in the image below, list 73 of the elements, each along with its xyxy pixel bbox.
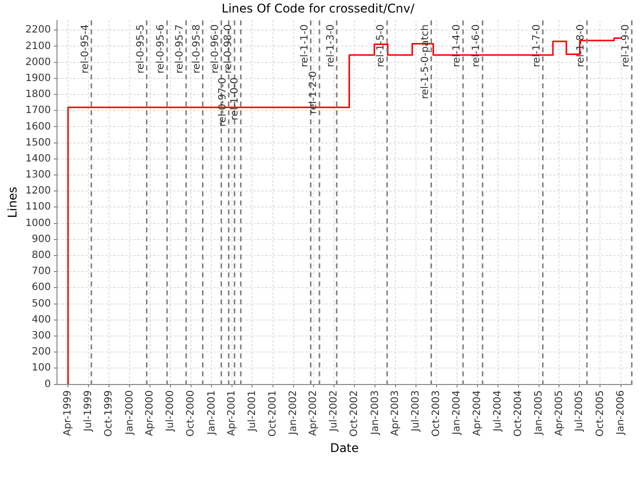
- y-tick-label: 2100: [25, 40, 51, 52]
- x-tick-label: Jul-1999: [83, 390, 94, 432]
- y-tick-label: 900: [32, 234, 51, 245]
- y-tick-label: 1300: [25, 170, 51, 181]
- x-tick-label: Oct-2005: [594, 390, 606, 437]
- ref-line-label: rel-1-6-0: [471, 24, 482, 68]
- y-tick-label: 1600: [25, 121, 51, 132]
- y-tick-label: 200: [32, 346, 51, 358]
- y-tick-label: 1800: [25, 89, 51, 100]
- x-tick-label: Jan-2005: [534, 390, 545, 436]
- y-tick-label: 1500: [25, 137, 51, 148]
- y-tick-label: 1400: [25, 153, 51, 164]
- ref-line-label: rel-1-9-0: [620, 24, 632, 68]
- y-tick-label: 500: [32, 298, 51, 310]
- ref-line-label: rel-1-5-0: [376, 24, 387, 68]
- x-tick-label: Jul-2004: [492, 390, 504, 432]
- y-tick-label: 700: [32, 266, 51, 278]
- ref-line-label: rel-0-95-4: [80, 24, 91, 74]
- y-tick-label: 1700: [25, 105, 51, 116]
- x-tick-label: Apr-2004: [472, 390, 483, 436]
- ref-line-label: rel-1-8-0: [576, 24, 587, 68]
- x-tick-label: Jan-2002: [288, 390, 300, 436]
- x-tick-label: Oct-2000: [186, 390, 197, 437]
- y-tick-label: 600: [32, 282, 51, 294]
- ref-line-label: rel-1-5-0-patch: [420, 24, 431, 99]
- x-tick-label: Jul-2002: [328, 390, 340, 432]
- y-tick-label: 1100: [25, 202, 51, 213]
- x-tick-label: Oct-2004: [513, 390, 524, 437]
- ref-line-label: rel-0-96-0: [210, 24, 221, 74]
- y-tick-label: 2000: [25, 56, 51, 68]
- x-tick-label: Oct-1999: [104, 390, 115, 437]
- y-tick-label: 300: [32, 330, 51, 342]
- ref-line-label: rel-1-7-0: [531, 24, 542, 68]
- x-tick-label: Oct-2002: [349, 390, 360, 437]
- y-tick-label: 1900: [25, 72, 51, 84]
- ref-line-label: rel-0-98-0: [223, 24, 234, 74]
- x-tick-label: Apr-2000: [144, 390, 156, 436]
- x-tick-label: Jul-2003: [410, 390, 422, 432]
- y-tick-label: 2200: [25, 24, 51, 36]
- x-tick-label: Jan-2001: [206, 390, 218, 436]
- x-tick-label: Apr-2001: [226, 390, 238, 436]
- chart-title: Lines Of Code for crossedit/Cnv/: [222, 1, 416, 16]
- x-tick-label: Jul-2005: [574, 390, 586, 432]
- y-tick-label: 800: [32, 250, 51, 262]
- ref-line-label: rel-1-3-0: [325, 24, 336, 68]
- x-tick-label: Jul-2001: [246, 390, 258, 432]
- x-tick-label: Apr-1999: [62, 390, 74, 436]
- ref-line-label: rel-1-4-0: [452, 24, 463, 68]
- ref-line-label: rel-0-95-5: [135, 24, 146, 74]
- y-axis-title: Lines: [5, 186, 20, 218]
- x-tick-label: Jan-2006: [615, 390, 626, 436]
- x-tick-label: Apr-2005: [554, 390, 565, 436]
- ref-line-label: rel-0-95-6: [156, 24, 167, 74]
- y-tick-label: 400: [32, 314, 51, 326]
- x-tick-label: Jan-2003: [370, 390, 381, 436]
- ref-line-label: rel-0-95-8: [191, 24, 202, 74]
- y-tick-label: 0: [44, 378, 51, 390]
- ref-line-label: rel-1-0-0: [229, 77, 240, 120]
- ref-line-label: rel-1-2-0: [308, 71, 320, 114]
- ref-line-label: rel-0-97-0: [217, 77, 228, 127]
- x-tick-label: Apr-2003: [390, 390, 401, 436]
- x-tick-label: Apr-2002: [308, 390, 320, 436]
- ref-line-label: rel-0-95-7: [174, 24, 186, 74]
- y-tick-label: 1200: [25, 186, 51, 197]
- x-tick-label: Jul-2000: [165, 390, 176, 432]
- x-tick-label: Oct-2001: [267, 390, 278, 437]
- x-tick-label: Oct-2003: [430, 390, 442, 437]
- x-tick-label: Jan-2000: [124, 390, 136, 436]
- x-tick-label: Jan-2004: [452, 390, 463, 436]
- y-tick-label: 100: [32, 362, 51, 374]
- y-tick-label: 1000: [25, 218, 51, 229]
- ref-line-label: rel-1-1-0: [299, 24, 310, 68]
- x-axis-title: Date: [330, 440, 359, 455]
